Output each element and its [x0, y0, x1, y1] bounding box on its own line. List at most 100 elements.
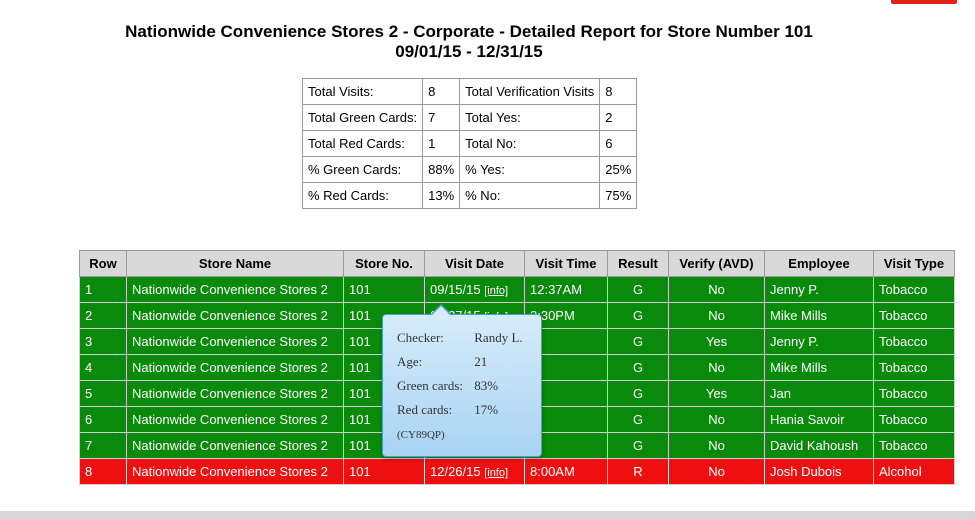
- summary-row: % Red Cards: 13%% No: 75%: [301, 182, 638, 209]
- store-name-cell: Nationwide Convenience Stores 2: [126, 302, 344, 329]
- verify-cell: No: [668, 458, 765, 485]
- top-right-tab[interactable]: [891, 0, 957, 4]
- summary-value: 13%: [422, 182, 461, 209]
- verify-cell: No: [668, 354, 765, 381]
- employee-cell: Mike Mills: [764, 354, 874, 381]
- bottom-scrollbar[interactable]: [0, 511, 975, 519]
- column-header: Verify (AVD): [668, 250, 765, 277]
- summary-label: Total No:: [459, 130, 601, 157]
- result-cell: G: [607, 354, 669, 381]
- store-name-cell: Nationwide Convenience Stores 2: [126, 432, 344, 459]
- summary-label: % Red Cards:: [301, 182, 424, 209]
- summary-value: 8: [599, 78, 638, 105]
- visit-type-cell: Tobacco: [873, 302, 955, 329]
- result-cell: G: [607, 276, 669, 303]
- store-name-cell: Nationwide Convenience Stores 2: [126, 458, 344, 485]
- summary-value: 7: [422, 104, 461, 131]
- info-link[interactable]: [info]: [484, 285, 509, 297]
- column-header: Visit Date: [424, 250, 525, 277]
- visit-date-text: 09/15/15: [430, 282, 481, 297]
- summary-table: Total Visits: 8 Total Verification Visits 8…: [301, 78, 638, 209]
- summary-label: Total Visits:: [301, 78, 424, 105]
- table-row: 8 Nationwide Convenience Stores 2 101 12/26…: [79, 458, 955, 485]
- employee-cell: Jenny P.: [764, 328, 874, 355]
- employee-cell: David Kahoush: [764, 432, 874, 459]
- result-cell: G: [607, 432, 669, 459]
- column-header: Visit Time: [524, 250, 608, 277]
- row-number-cell: 3: [79, 328, 127, 355]
- summary-row: Total Red Cards: 1 Total No: 6: [301, 130, 638, 157]
- summary-row: Total Visits: 8 Total Verification Visits 8: [301, 78, 638, 105]
- visit-type-cell: Tobacco: [873, 406, 955, 433]
- popup-age-label: Age:: [397, 354, 423, 369]
- summary-value: 75%: [599, 182, 638, 209]
- table-row: 1 Nationwide Convenience Stores 2 101 09/15…: [79, 276, 955, 303]
- visit-time-cell: 8:00AM: [524, 458, 608, 485]
- result-cell: G: [607, 302, 669, 329]
- visit-date-cell: 09/15/15 [info]: [424, 276, 525, 303]
- column-header: Result: [607, 250, 669, 277]
- row-number-cell: 4: [79, 354, 127, 381]
- info-link[interactable]: [info]: [484, 467, 509, 479]
- report-header: Nationwide Convenience Stores 2 - Corpor…: [0, 22, 938, 62]
- summary-value: 2: [599, 104, 638, 131]
- summary-label: Total Red Cards:: [301, 130, 424, 157]
- row-number-cell: 8: [79, 458, 127, 485]
- store-name-cell: Nationwide Convenience Stores 2: [126, 328, 344, 355]
- employee-cell: Hania Savoir: [764, 406, 874, 433]
- summary-label: Total Verification Visits: [459, 78, 601, 105]
- result-cell: R: [607, 458, 669, 485]
- summary-label: Total Yes:: [459, 104, 601, 131]
- store-name-cell: Nationwide Convenience Stores 2: [126, 380, 344, 407]
- visit-date-cell: 12/26/15 [info]: [424, 458, 525, 485]
- column-header: Employee: [764, 250, 874, 277]
- popup-checker-label: Checker:: [397, 330, 444, 345]
- row-number-cell: 6: [79, 406, 127, 433]
- summary-row: % Green Cards: 88%% Yes: 25%: [301, 156, 638, 183]
- popup-checker-value: Randy L.: [474, 330, 523, 345]
- store-name-cell: Nationwide Convenience Stores 2: [126, 406, 344, 433]
- store-number-cell: 101: [343, 458, 425, 485]
- store-name-cell: Nationwide Convenience Stores 2: [126, 354, 344, 381]
- popup-green-value: 83%: [474, 378, 499, 393]
- summary-value: 8: [422, 78, 461, 105]
- popup-code: (CY89QP): [397, 429, 445, 441]
- verify-cell: No: [668, 302, 765, 329]
- result-cell: G: [607, 328, 669, 355]
- store-name-cell: Nationwide Convenience Stores 2: [126, 276, 344, 303]
- verify-cell: No: [668, 406, 765, 433]
- column-header: Store Name: [126, 250, 344, 277]
- verify-cell: No: [668, 276, 765, 303]
- summary-value: 25%: [599, 156, 638, 183]
- result-cell: G: [607, 380, 669, 407]
- info-popup: Checker: Randy L. Age: 21 Green cards: 8…: [382, 314, 542, 457]
- summary-label: Total Green Cards:: [301, 104, 424, 131]
- visit-type-cell: Tobacco: [873, 432, 955, 459]
- employee-cell: Jan: [764, 380, 874, 407]
- verify-cell: No: [668, 432, 765, 459]
- report-date-range: 09/01/15 - 12/31/15: [395, 42, 543, 61]
- employee-cell: Mike Mills: [764, 302, 874, 329]
- summary-label: % Green Cards:: [301, 156, 424, 183]
- visit-time-cell: 12:37AM: [524, 276, 608, 303]
- visit-date-text: 12/26/15: [430, 464, 481, 479]
- visit-type-cell: Tobacco: [873, 380, 955, 407]
- row-number-cell: 1: [79, 276, 127, 303]
- summary-value: 6: [599, 130, 638, 157]
- report-title: Nationwide Convenience Stores 2 - Corpor…: [125, 22, 813, 41]
- popup-red-value: 17%: [474, 402, 499, 417]
- summary-value: 1: [422, 130, 461, 157]
- popup-green-label: Green cards:: [397, 378, 464, 393]
- verify-cell: Yes: [668, 380, 765, 407]
- summary-label: % No:: [459, 182, 601, 209]
- result-cell: G: [607, 406, 669, 433]
- popup-arrow-fill: [432, 306, 450, 315]
- visit-type-cell: Tobacco: [873, 276, 955, 303]
- verify-cell: Yes: [668, 328, 765, 355]
- employee-cell: Josh Dubois: [764, 458, 874, 485]
- column-header: Store No.: [343, 250, 425, 277]
- popup-age-value: 21: [474, 354, 488, 369]
- visit-type-cell: Alcohol: [873, 458, 955, 485]
- employee-cell: Jenny P.: [764, 276, 874, 303]
- row-number-cell: 2: [79, 302, 127, 329]
